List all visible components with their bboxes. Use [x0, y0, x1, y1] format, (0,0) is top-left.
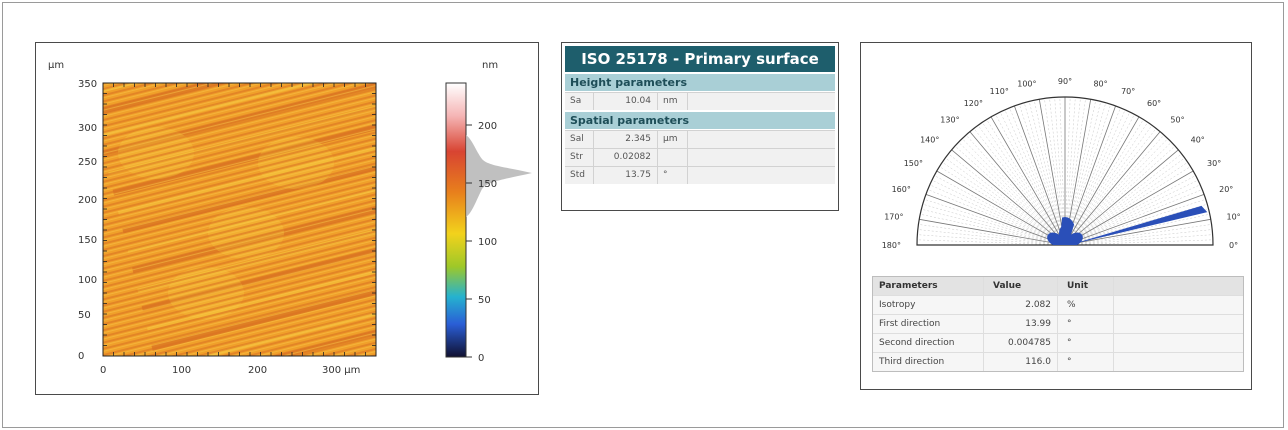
- param-name: Sal: [570, 134, 584, 144]
- direction-parameter-table: Parameters Value Unit Isotropy 2.082 % F…: [872, 276, 1244, 372]
- angle-label: 140°: [920, 136, 939, 145]
- height-histogram: [466, 135, 532, 217]
- angle-label: 170°: [884, 213, 903, 222]
- angle-label: 10°: [1227, 213, 1241, 222]
- param-unit: nm: [663, 96, 678, 106]
- angle-label: 40°: [1191, 136, 1205, 145]
- param-value: 10.04: [625, 96, 651, 106]
- height-map-image: [76, 43, 530, 356]
- angle-label: 90°: [1058, 77, 1072, 86]
- table-row: Str 0.02082: [565, 148, 835, 166]
- table-row: First direction 13.99 °: [873, 314, 1243, 333]
- angle-label: 80°: [1093, 79, 1107, 88]
- y-tick-label: 50: [78, 310, 91, 321]
- param-value: 2.082: [1025, 300, 1051, 310]
- height-map-svg: µm nm 350 300 250 200 150 100 50 0 0 100…: [48, 43, 532, 376]
- param-name: Isotropy: [879, 300, 916, 310]
- param-value: 13.99: [1025, 319, 1051, 329]
- angle-label: 110°: [990, 87, 1009, 96]
- param-name: Third direction: [879, 357, 945, 367]
- spatial-parameters-header: Spatial parameters: [565, 111, 835, 129]
- param-name: Sa: [570, 96, 582, 106]
- angle-label: 20°: [1219, 185, 1233, 194]
- param-name: Std: [570, 170, 585, 180]
- x-tick-label: 200: [248, 365, 267, 376]
- x-tick-label: 300 µm: [322, 365, 360, 376]
- angle-label: 0°: [1229, 241, 1238, 250]
- table-row: Isotropy 2.082 %: [873, 295, 1243, 314]
- angle-label: 70°: [1121, 87, 1135, 96]
- table-row: Sal 2.345 µm: [565, 130, 835, 148]
- angle-label: 160°: [892, 185, 911, 194]
- angle-label: 130°: [940, 115, 959, 124]
- table-row: Third direction 116.0 °: [873, 352, 1243, 371]
- column-header: Unit: [1067, 281, 1089, 291]
- table-header-row: Parameters Value Unit: [873, 277, 1243, 295]
- param-value: 2.345: [625, 134, 651, 144]
- param-value: 0.02082: [613, 152, 651, 162]
- scale-tick-label: 50: [478, 295, 491, 306]
- table-row: Second direction 0.004785 °: [873, 333, 1243, 352]
- angle-label: 150°: [904, 159, 923, 168]
- x-tick-label: 100: [172, 365, 191, 376]
- x-tick-label: 0: [100, 365, 106, 376]
- table-row: Sa 10.04 nm: [565, 92, 835, 110]
- param-name: Second direction: [879, 338, 955, 348]
- param-unit: °: [663, 170, 668, 180]
- direction-lobe: [1069, 205, 1208, 245]
- param-value: 0.004785: [1008, 338, 1051, 348]
- direction-center-blob: [1047, 217, 1083, 245]
- texture-direction-panel: 0° 10° 20° 30° 40° 50° 60° 70° 80° 90° 100° 110° 120…: [860, 42, 1252, 390]
- x-axis: 0 100 200 300 µm: [100, 365, 360, 376]
- angle-label: 120°: [964, 99, 983, 108]
- rose-angle-labels: 0° 10° 20° 30° 40° 50° 60° 70° 80° 90° 100° 110° 120…: [882, 77, 1241, 250]
- y-tick-label: 250: [78, 157, 97, 168]
- height-parameters-header: Height parameters: [565, 73, 835, 91]
- column-header: Value: [993, 281, 1022, 291]
- y-tick-label: 150: [78, 235, 97, 246]
- height-map-panel: µm nm 350 300 250 200 150 100 50 0 0 100…: [35, 42, 539, 395]
- param-unit: °: [1067, 357, 1072, 367]
- surface-band: [76, 43, 523, 48]
- y-tick-label: 0: [78, 351, 84, 362]
- param-value: 13.75: [625, 170, 651, 180]
- rose-diagram: 0° 10° 20° 30° 40° 50° 60° 70° 80° 90° 100° 110° 120…: [882, 77, 1241, 250]
- table-row: Std 13.75 °: [565, 166, 835, 184]
- y-tick-label: 200: [78, 195, 97, 206]
- y-tick-label: 350: [78, 79, 97, 90]
- y-tick-label: 300: [78, 123, 97, 134]
- scale-tick-label: 150: [478, 179, 497, 190]
- param-name: Str: [570, 152, 583, 162]
- param-unit: °: [1067, 319, 1072, 329]
- scale-tick-label: 100: [478, 237, 497, 248]
- scale-tick-label: 200: [478, 121, 497, 132]
- param-unit: °: [1067, 338, 1072, 348]
- rose-outline: [916, 96, 1214, 246]
- z-unit-label: nm: [482, 60, 498, 71]
- angle-label: 180°: [882, 241, 901, 250]
- angle-label: 100°: [1017, 79, 1036, 88]
- iso-parameters-panel: ISO 25178 - Primary surface Height param…: [561, 42, 839, 211]
- color-scale-bar: [445, 82, 467, 358]
- angle-label: 60°: [1147, 99, 1161, 108]
- iso-table-title: ISO 25178 - Primary surface: [565, 46, 835, 72]
- surface-band: [82, 43, 530, 73]
- color-scale-ticks: [466, 124, 472, 358]
- y-unit-label: µm: [48, 60, 64, 71]
- scale-tick-label: 0: [478, 353, 484, 364]
- column-header: Parameters: [879, 281, 938, 291]
- param-name: First direction: [879, 319, 941, 329]
- y-axis: 350 300 250 200 150 100 50 0: [78, 79, 97, 362]
- angle-label: 50°: [1170, 115, 1184, 124]
- param-unit: %: [1067, 300, 1076, 310]
- param-unit: µm: [663, 134, 678, 144]
- param-value: 116.0: [1025, 357, 1051, 367]
- y-tick-label: 100: [78, 275, 97, 286]
- angle-label: 30°: [1207, 159, 1221, 168]
